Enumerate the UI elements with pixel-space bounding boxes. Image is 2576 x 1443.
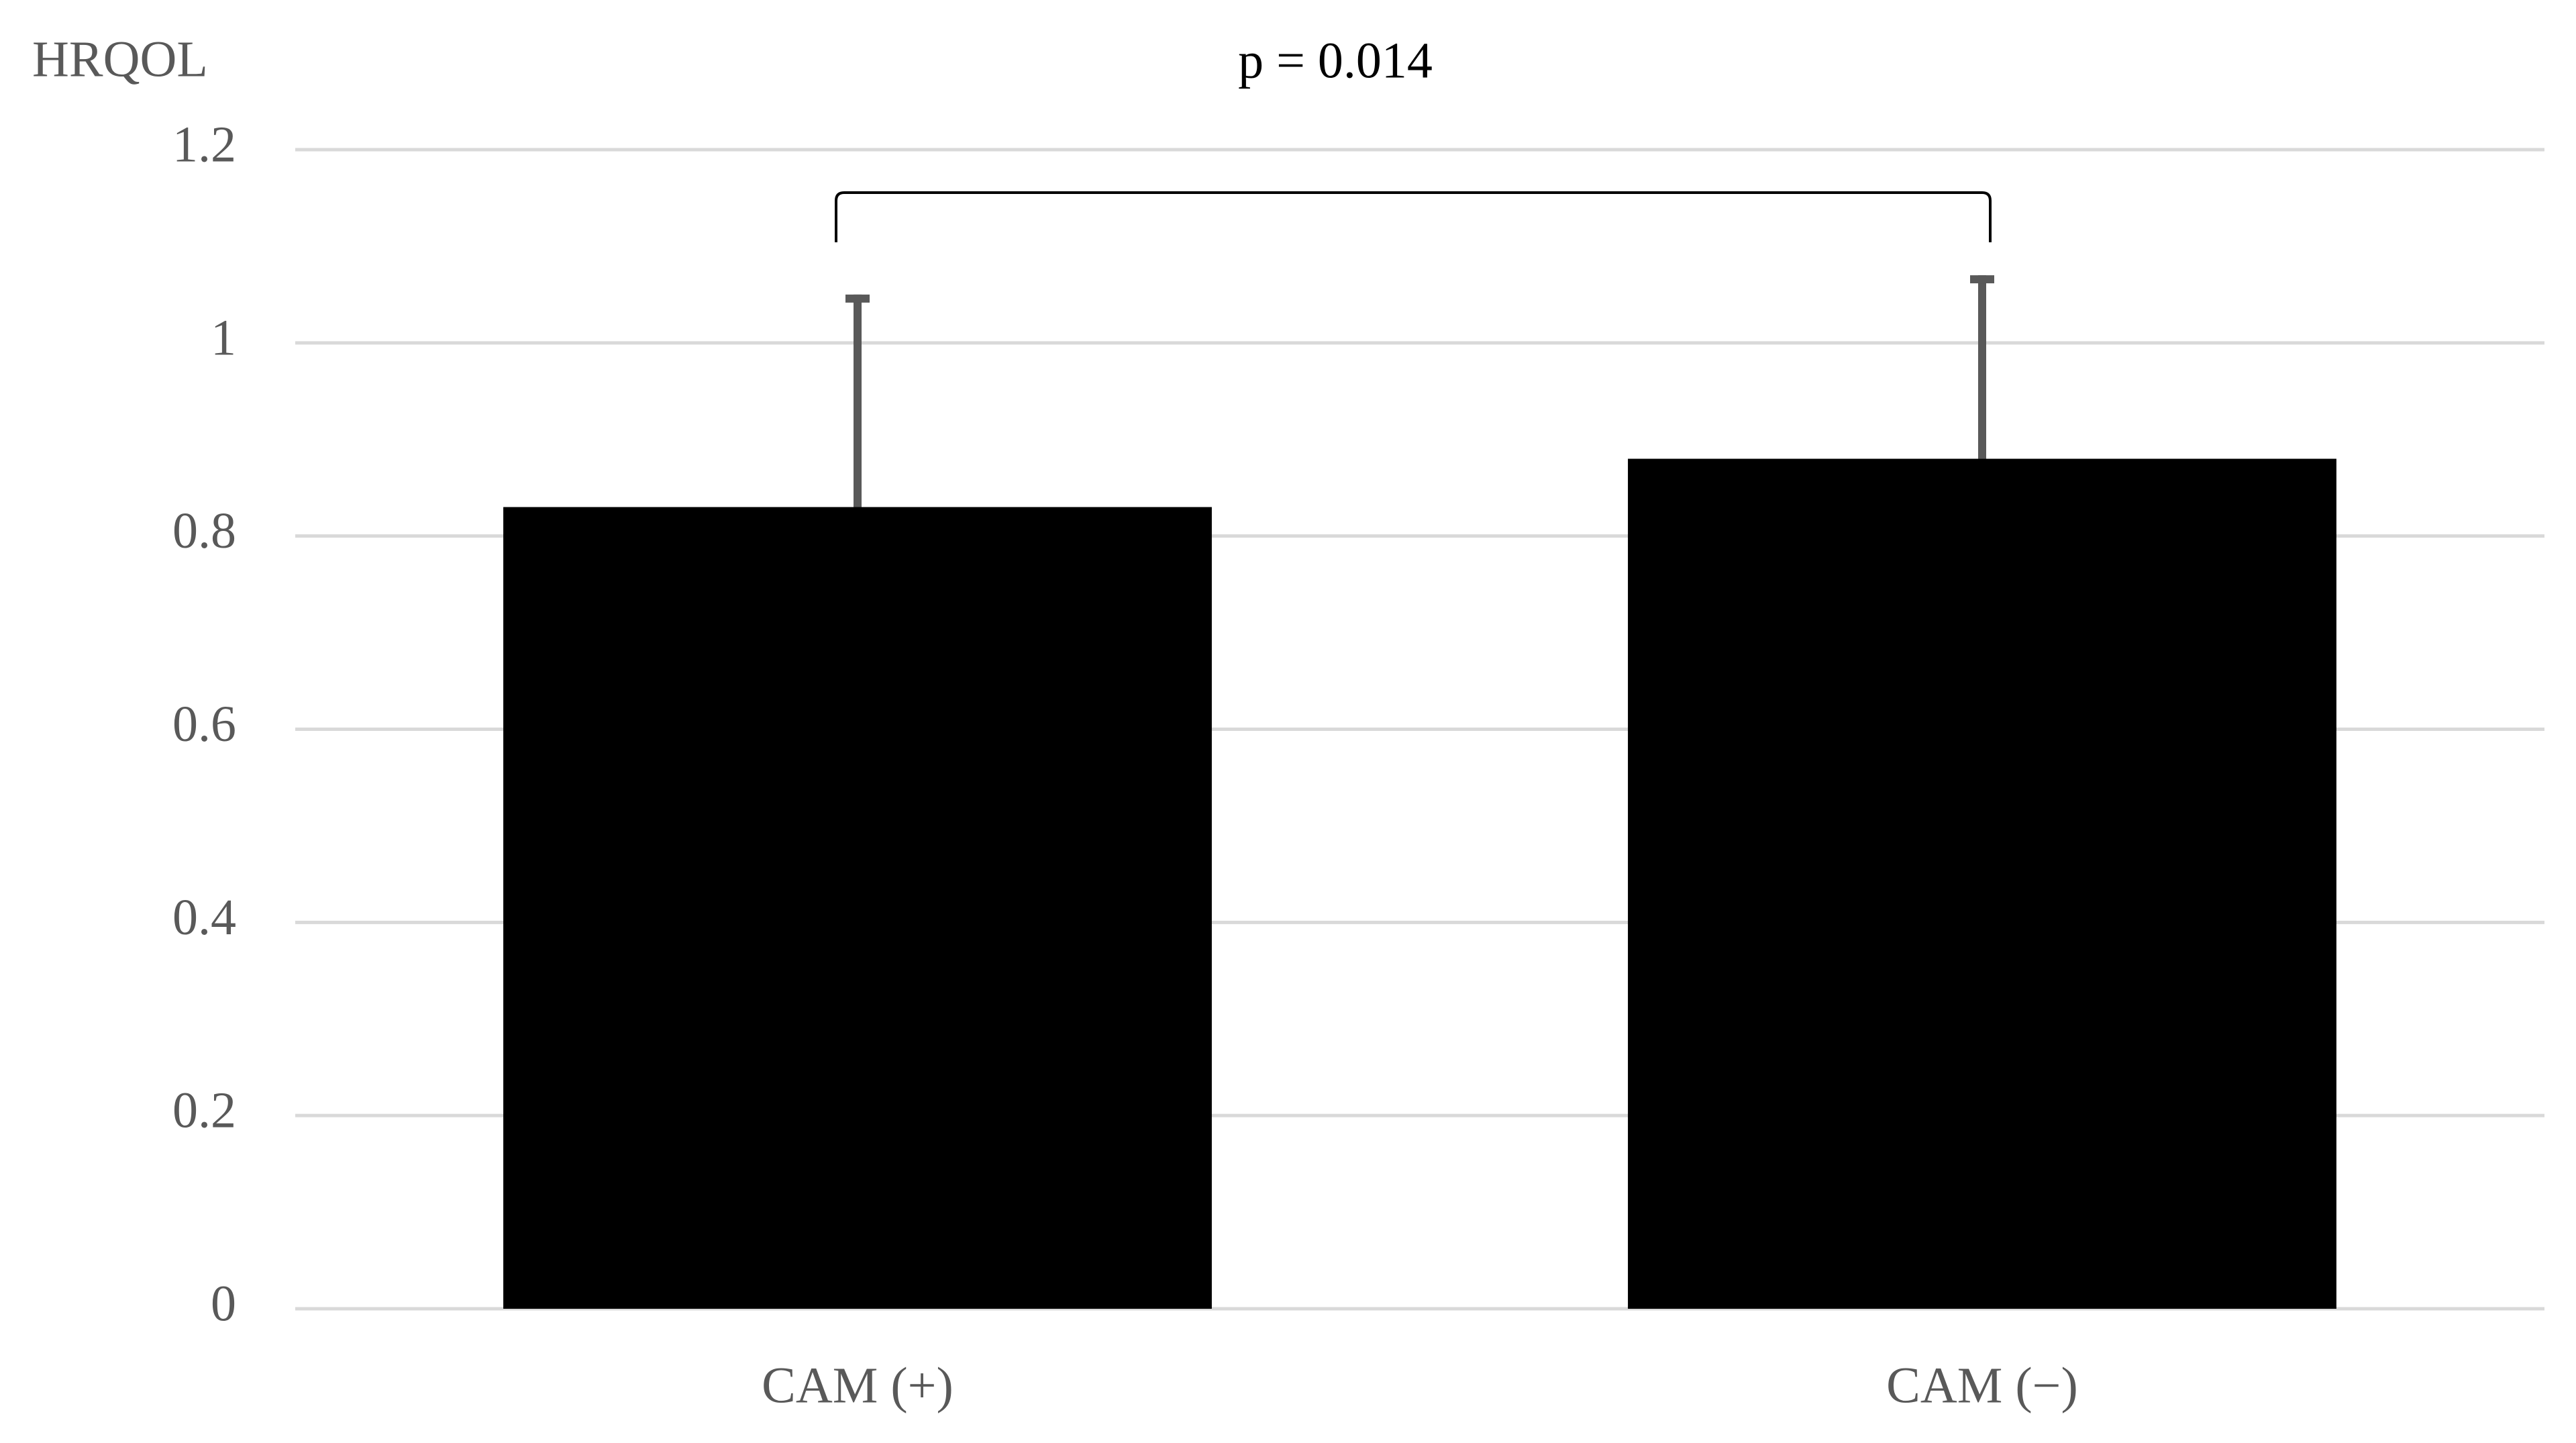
y-tick-label: 0.6 [172,696,236,752]
y-tick-label: 0.2 [172,1083,236,1139]
x-tick-label: CAM (−) [1886,1357,2078,1413]
significance-bracket [835,191,1992,242]
bar [503,507,1212,1309]
y-tick-label: 0.8 [172,503,236,559]
y-tick-label: 0 [211,1275,236,1332]
y-tick-label: 0.4 [172,889,236,946]
y-axis-label: HRQOL [32,31,208,87]
x-tick-label: CAM (+) [762,1357,954,1413]
error-bar [845,294,870,507]
y-tick-label: 1.2 [172,116,236,172]
annotation: p = 0.014 [1238,32,1433,89]
bar [1628,458,2336,1309]
y-tick-label: 1 [211,309,236,366]
error-bar [1970,275,1994,459]
